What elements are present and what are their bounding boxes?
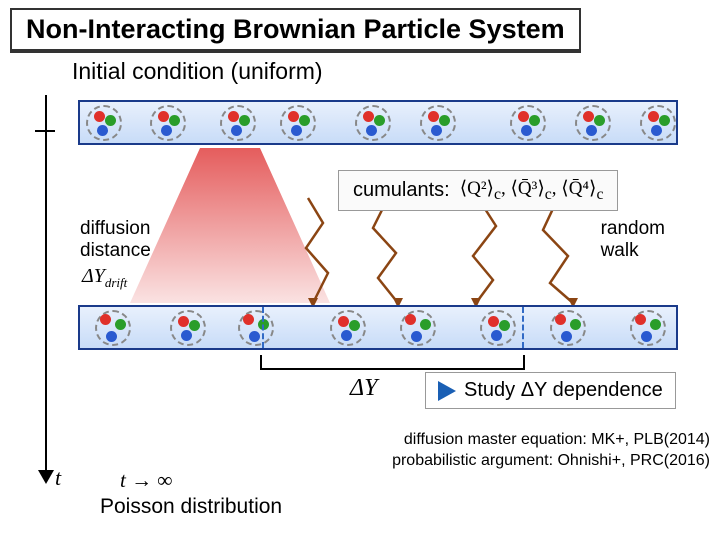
time-tick: [35, 130, 55, 132]
diffusion-label: diffusiondistance: [80, 218, 151, 262]
random-walk-label: randomwalk: [601, 218, 665, 262]
particle-cluster: [220, 105, 258, 143]
cumulants-label: cumulants:: [353, 179, 450, 202]
poisson-label: Poisson distribution: [100, 495, 282, 519]
time-arrow-icon: [38, 470, 54, 484]
time-label: t: [55, 465, 61, 491]
arrow-right-icon: [438, 381, 456, 401]
particle-cluster: [86, 105, 124, 143]
particle-cluster: [510, 105, 548, 143]
particle-cluster: [550, 310, 588, 348]
diffusion-math: ΔYdrift: [82, 265, 127, 291]
particle-cluster: [630, 310, 668, 348]
particle-cluster: [640, 105, 678, 143]
time-axis: [45, 95, 47, 475]
t-infinity: t → ∞: [120, 468, 172, 493]
initial-strip: [78, 100, 678, 145]
particle-cluster: [420, 105, 458, 143]
particle-cluster: [575, 105, 613, 143]
cumulants-math: ⟨Q²⟩c, ⟨Q̄³⟩c, ⟨Q̄⁴⟩c: [460, 177, 604, 204]
particle-cluster: [95, 310, 133, 348]
cumulants-box: cumulants: ⟨Q²⟩c, ⟨Q̄³⟩c, ⟨Q̄⁴⟩c: [338, 170, 618, 211]
particle-cluster: [170, 310, 208, 348]
particle-cluster: [280, 105, 318, 143]
delta-y-label: ΔY: [350, 375, 377, 402]
particle-cluster: [355, 105, 393, 143]
study-text: Study ΔY dependence: [464, 379, 663, 402]
delta-y-bracket-icon: [260, 355, 525, 370]
study-box: Study ΔY dependence: [425, 372, 676, 409]
slide-title: Non-Interacting Brownian Particle System: [10, 8, 581, 53]
references: diffusion master equation: MK+, PLB(2014…: [392, 430, 710, 472]
particle-cluster: [150, 105, 188, 143]
diffusion-cone: [130, 148, 330, 303]
subtitle: Initial condition (uniform): [72, 58, 323, 85]
delta-y-region: [262, 307, 524, 348]
